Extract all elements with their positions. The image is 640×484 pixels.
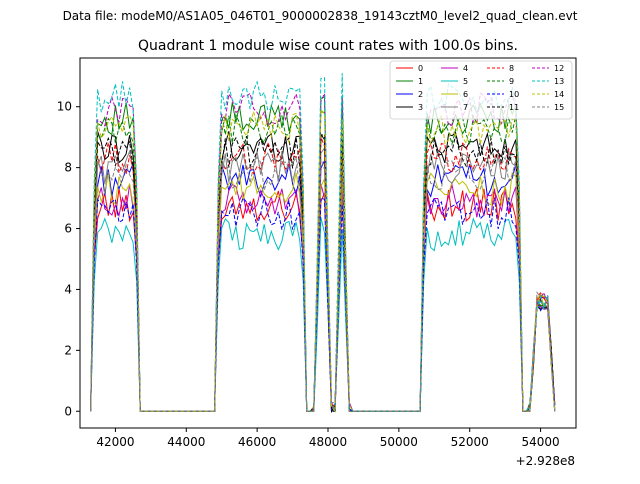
legend-label-8: 8 xyxy=(509,64,514,73)
legend-label-2: 2 xyxy=(418,90,423,99)
y-tick-label: 0 xyxy=(64,404,72,418)
x-axis: 42000 44000 46000 48000 50000 52000 54000 xyxy=(96,428,560,449)
y-tick-label: 6 xyxy=(64,222,72,236)
x-offset-label: +2.928e8 xyxy=(516,454,575,468)
datafile-label: Data file: modeM0/AS1A05_046T01_90000028… xyxy=(63,9,578,23)
legend-label-11: 11 xyxy=(509,103,519,112)
legend-label-14: 14 xyxy=(554,90,564,99)
legend-label-3: 3 xyxy=(418,103,423,112)
legend-label-7: 7 xyxy=(463,103,468,112)
x-tick-label: 46000 xyxy=(238,435,276,449)
legend-label-1: 1 xyxy=(418,77,423,86)
y-tick-label: 4 xyxy=(64,282,72,296)
y-axis: 0 2 4 6 8 10 xyxy=(57,100,80,418)
legend-box xyxy=(389,60,573,120)
legend-label-6: 6 xyxy=(463,90,468,99)
y-tick-label: 10 xyxy=(57,100,72,114)
legend-label-4: 4 xyxy=(463,64,468,73)
legend-label-13: 13 xyxy=(554,77,564,86)
y-tick-label: 2 xyxy=(64,343,72,357)
x-tick-label: 50000 xyxy=(380,435,418,449)
x-tick-label: 48000 xyxy=(309,435,347,449)
x-tick-label: 42000 xyxy=(96,435,134,449)
plot-frame xyxy=(79,57,577,429)
y-tick-label: 8 xyxy=(64,161,72,175)
legend-label-5: 5 xyxy=(463,77,468,86)
x-tick-label: 52000 xyxy=(451,435,489,449)
series-layer xyxy=(90,73,556,414)
legend-label-9: 9 xyxy=(509,77,514,86)
series-line-15 xyxy=(90,155,556,412)
chart-title: Quadrant 1 module wise count rates with … xyxy=(138,38,518,54)
legend-label-12: 12 xyxy=(554,64,564,73)
legend-label-10: 10 xyxy=(509,90,519,99)
legend-label-15: 15 xyxy=(554,103,564,112)
legend-label-0: 0 xyxy=(418,64,423,73)
x-tick-label: 54000 xyxy=(521,435,559,449)
x-tick-label: 44000 xyxy=(167,435,205,449)
